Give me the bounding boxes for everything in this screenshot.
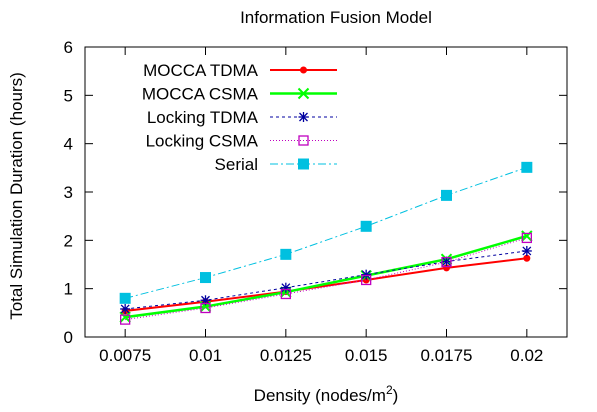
y-tick-label: 5	[64, 86, 73, 105]
x-tick-label: 0.015	[345, 346, 388, 365]
legend-label: MOCCA TDMA	[143, 61, 259, 80]
series-line	[125, 250, 527, 310]
legend-label: MOCCA CSMA	[142, 85, 259, 104]
legend-label: Locking TDMA	[147, 108, 259, 127]
x-tick-label: 0.0175	[421, 346, 473, 365]
data-point-d2	[281, 283, 291, 293]
series-line	[125, 257, 527, 312]
data-point	[280, 248, 292, 260]
data-point	[521, 161, 533, 173]
data-point	[441, 189, 452, 201]
legend-label: Locking CSMA	[146, 132, 259, 151]
y-tick-label: 2	[64, 231, 73, 250]
data-point	[360, 220, 372, 232]
series-1	[119, 230, 533, 323]
legend-entry-4: Serial	[215, 155, 337, 174]
x-tick-label: 0.0075	[99, 346, 151, 365]
legend-marker	[298, 135, 309, 146]
y-axis-label: Total Simulation Duration (hours)	[7, 72, 26, 320]
legend-entry-3: Locking CSMA	[146, 132, 337, 151]
series-line	[125, 166, 527, 299]
y-axis-label-group: Total Simulation Duration (hours)	[7, 72, 26, 320]
y-tick-label: 6	[64, 38, 73, 57]
series-line	[125, 234, 528, 319]
y-tick-label: 3	[64, 183, 73, 202]
data-point	[361, 274, 372, 286]
legend-entry-2: Locking TDMA	[147, 108, 337, 127]
x-axis-label-main: Density (nodes/m	[254, 386, 386, 405]
legend-marker	[297, 87, 310, 100]
x-axis-label: Density (nodes/m2)	[254, 383, 399, 405]
data-point	[521, 232, 532, 244]
data-point	[361, 269, 372, 280]
data-point-d2	[442, 257, 451, 267]
series-line	[125, 237, 527, 321]
x-tick-label: 0.0125	[260, 346, 312, 365]
data-point	[200, 302, 211, 314]
data-point-b	[119, 311, 131, 323]
data-point-b	[521, 230, 533, 242]
data-point	[280, 282, 291, 293]
data-point	[280, 288, 291, 300]
data-point-d2	[522, 246, 532, 256]
series-layer	[119, 161, 533, 325]
legend-marker	[300, 66, 307, 74]
data-point	[119, 311, 131, 323]
data-point	[521, 230, 533, 242]
legend-label: Serial	[215, 155, 258, 174]
data-point	[441, 256, 452, 267]
y-tick-label: 0	[64, 328, 73, 347]
axes: 0 1 2 3 4 5 6 0.0075 0.01 0.0125 0.015 0.0175 0.02	[64, 38, 567, 365]
data-point-d2	[120, 304, 130, 314]
x-axis-label-close: )	[393, 386, 399, 405]
legend-marker-b	[297, 87, 310, 100]
x-tick-label: 0.01	[189, 346, 222, 365]
data-point-d2	[361, 270, 371, 280]
x-tick-label: 0.02	[510, 346, 543, 365]
data-point	[120, 303, 131, 314]
series-4	[119, 161, 533, 304]
legend-marker-d2	[299, 112, 308, 122]
data-point	[200, 272, 211, 284]
legend-marker	[298, 158, 309, 170]
data-point	[441, 256, 452, 268]
chart-title: Information Fusion Model	[240, 8, 432, 27]
y-tick-label: 1	[64, 280, 73, 299]
data-point	[120, 314, 131, 325]
x-axis-label-sup: 2	[386, 383, 393, 397]
legend-entry-1: MOCCA CSMA	[142, 85, 337, 104]
data-point	[119, 292, 131, 304]
legend: MOCCA TDMA MOCCA CSMA Locking TDMA Locking …	[142, 61, 337, 174]
y-tick-label: 4	[64, 135, 73, 154]
legend-entry-0: MOCCA TDMA	[143, 61, 337, 80]
series-3	[120, 232, 532, 325]
data-point	[521, 245, 532, 256]
series-2	[120, 245, 532, 314]
data-point	[523, 254, 531, 262]
legend-marker	[298, 112, 309, 122]
